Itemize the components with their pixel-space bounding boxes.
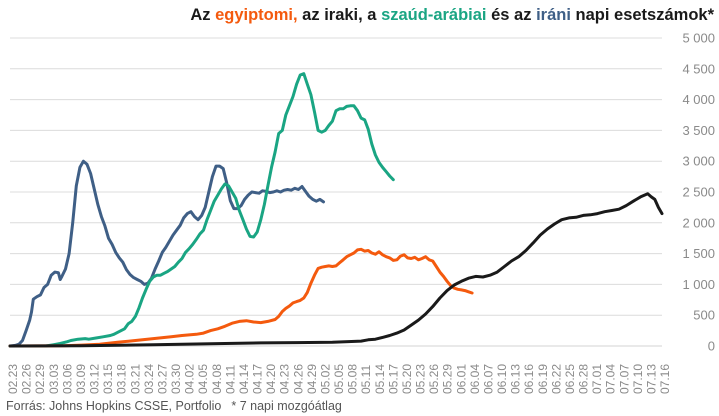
x-tick-label: 07.13 <box>644 364 658 394</box>
series-line-saudi <box>8 72 395 348</box>
x-tick-label: 07.16 <box>658 364 672 394</box>
x-tick-label: 03.09 <box>74 364 88 394</box>
series-line-iraq <box>8 192 664 348</box>
x-tick-label: 06.04 <box>468 364 482 394</box>
x-tick-label: 05.11 <box>359 365 373 394</box>
source-note: Forrás: Johns Hopkins CSSE, Portfolio <box>6 399 222 413</box>
y-tick-label: 2 500 <box>682 185 715 200</box>
title-part-egypt: egyiptomi, <box>215 6 298 24</box>
x-tick-label: 05.14 <box>373 364 387 394</box>
x-tick-label: 06.13 <box>509 364 523 394</box>
grid-lines <box>10 37 662 347</box>
x-tick-label: 02.26 <box>20 364 34 394</box>
chart-footer: Forrás: Johns Hopkins CSSE, Portfolio * 7… <box>6 399 342 413</box>
x-tick-label: 06.28 <box>577 364 591 394</box>
y-tick-label: 0 <box>708 339 715 354</box>
x-tick-label: 07.04 <box>604 364 618 394</box>
x-tick-label: 07.01 <box>590 364 604 394</box>
x-tick-label: 06.19 <box>536 364 550 394</box>
x-tick-label: 04.08 <box>210 364 224 394</box>
x-tick-label: 04.14 <box>237 364 251 394</box>
series-line-iran <box>8 159 325 348</box>
y-tick-label: 3 500 <box>682 123 715 138</box>
x-tick-label: 05.23 <box>414 364 428 394</box>
x-tick-label: 03.30 <box>169 364 183 394</box>
x-tick-label: 02.23 <box>6 364 20 394</box>
y-tick-label: 500 <box>693 308 715 323</box>
x-tick-label: 03.24 <box>142 364 156 394</box>
x-tick-label: 07.07 <box>617 364 631 394</box>
series-line-egypt <box>8 247 474 348</box>
x-tick-label: 05.20 <box>400 364 414 394</box>
x-tick-label: 04.20 <box>264 364 278 394</box>
x-tick-label: 05.05 <box>332 364 346 394</box>
x-tick-label: 03.27 <box>155 364 169 394</box>
x-axis-ticks: 02.23 02.26 02.29 03.03 03.06 03.09 03.12 03.15… <box>6 364 672 394</box>
x-tick-label: 06.22 <box>549 364 563 394</box>
y-axis-ticks: 0 500 1 000 1 500 2 000 2 500 3 000 3 500 4 000 4… <box>682 31 715 354</box>
x-tick-label: 03.18 <box>115 364 129 394</box>
y-tick-label: 1 500 <box>682 246 715 261</box>
x-tick-label: 06.25 <box>563 364 577 394</box>
x-tick-label: 06.07 <box>481 364 495 394</box>
title-part-plain: az iraki, a <box>297 6 382 24</box>
y-tick-label: 4 500 <box>682 61 715 76</box>
x-tick-label: 05.17 <box>386 364 400 394</box>
x-tick-label: 04.29 <box>305 364 319 394</box>
x-tick-label: 05.29 <box>441 364 455 394</box>
x-tick-label: 07.10 <box>631 364 645 394</box>
y-tick-label: 1 000 <box>682 277 715 292</box>
x-tick-label: 03.06 <box>60 364 74 394</box>
x-tick-label: 05.02 <box>318 364 332 394</box>
title-part-saudi: szaúd-arábiai <box>381 6 487 24</box>
x-tick-label: 04.02 <box>183 364 197 394</box>
x-tick-label: 02.29 <box>33 364 47 394</box>
x-tick-label: 05.26 <box>427 364 441 394</box>
x-tick-label: 03.03 <box>47 364 61 394</box>
x-tick-label: 06.16 <box>522 364 536 394</box>
x-tick-label: 04.11 <box>223 365 237 394</box>
x-tick-label: 06.01 <box>454 364 468 394</box>
x-tick-label: 03.21 <box>128 364 142 394</box>
title-part-iran: iráni <box>536 6 571 24</box>
y-tick-label: 5 000 <box>682 31 715 46</box>
title-part-plain: és az <box>486 6 537 24</box>
x-tick-label: 04.26 <box>291 364 305 394</box>
y-tick-label: 2 000 <box>682 215 715 230</box>
x-tick-label: 03.12 <box>88 364 102 394</box>
title-part-plain: Az <box>190 6 216 24</box>
chart-title: Az egyiptomi, az iraki, a szaúd-arábiai … <box>0 6 714 25</box>
x-tick-label: 05.08 <box>346 364 360 394</box>
y-tick-label: 3 000 <box>682 154 715 169</box>
x-tick-label: 04.23 <box>278 364 292 394</box>
x-tick-label: 04.05 <box>196 364 210 394</box>
moving-average-note: * 7 napi mozgóátlag <box>231 399 342 413</box>
x-tick-label: 04.17 <box>251 364 265 394</box>
x-tick-label: 06.10 <box>495 364 509 394</box>
x-tick-label: 03.15 <box>101 364 115 394</box>
data-series <box>8 72 664 348</box>
y-tick-label: 4 000 <box>682 92 715 107</box>
title-part-plain: napi esetszámok* <box>570 6 714 24</box>
